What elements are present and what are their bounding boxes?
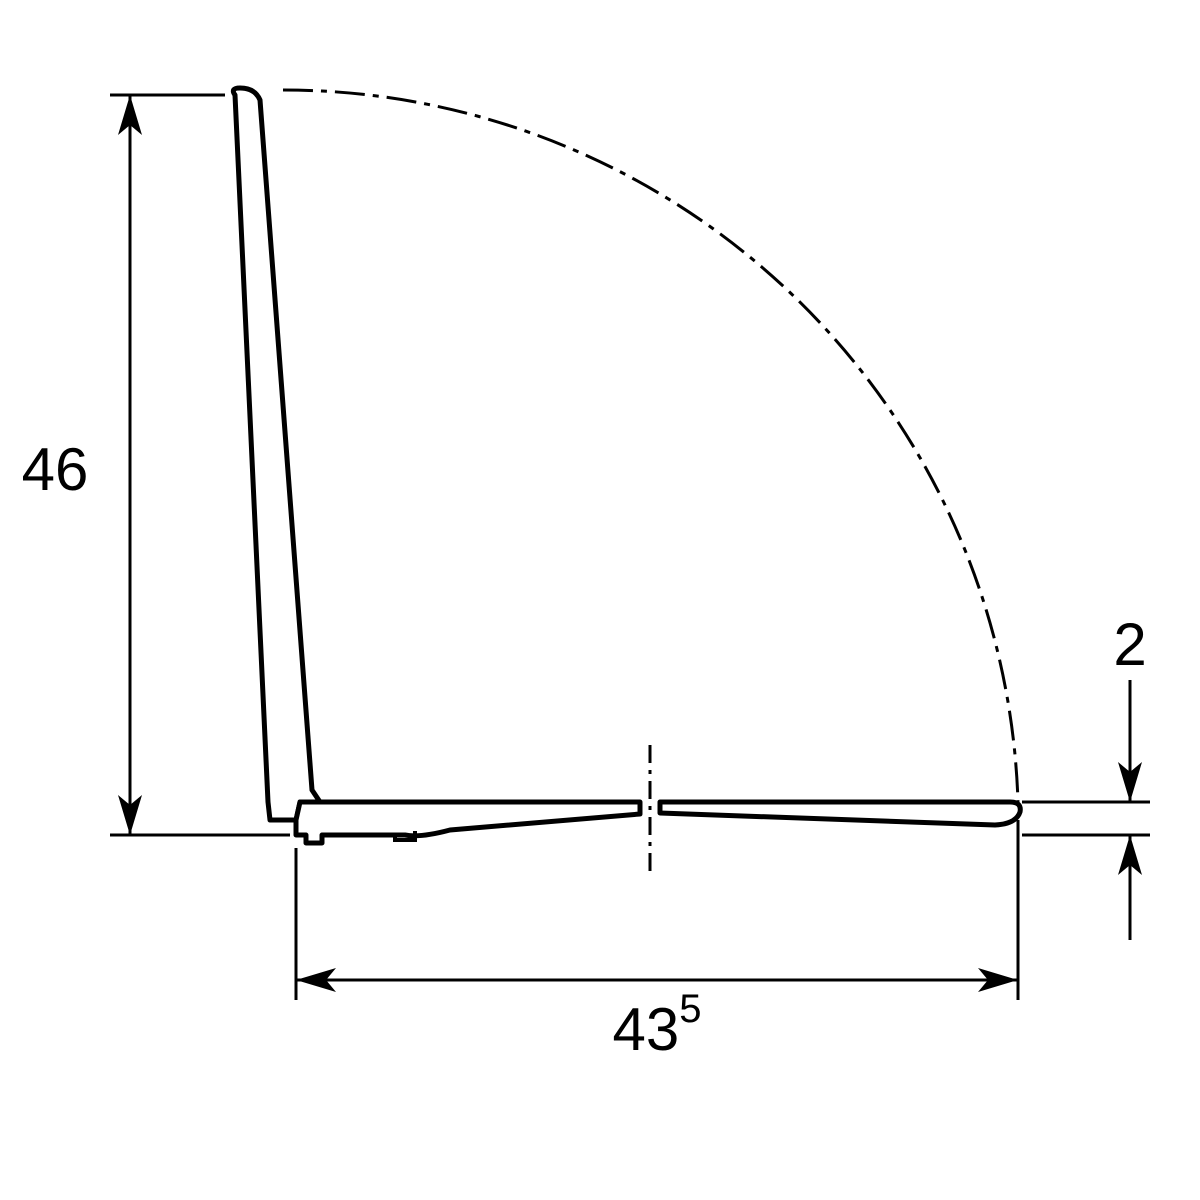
dim-height-label: 46 [22,436,89,503]
dim-length-label: 435 [613,987,702,1063]
opening-arc [283,90,1018,802]
seat-outline-right [660,802,1020,825]
lid-outline [233,88,320,820]
dim-thickness-label: 2 [1113,611,1146,678]
seat-outline-left [296,802,640,843]
technical-drawing: 46 435 2 [0,0,1200,1200]
